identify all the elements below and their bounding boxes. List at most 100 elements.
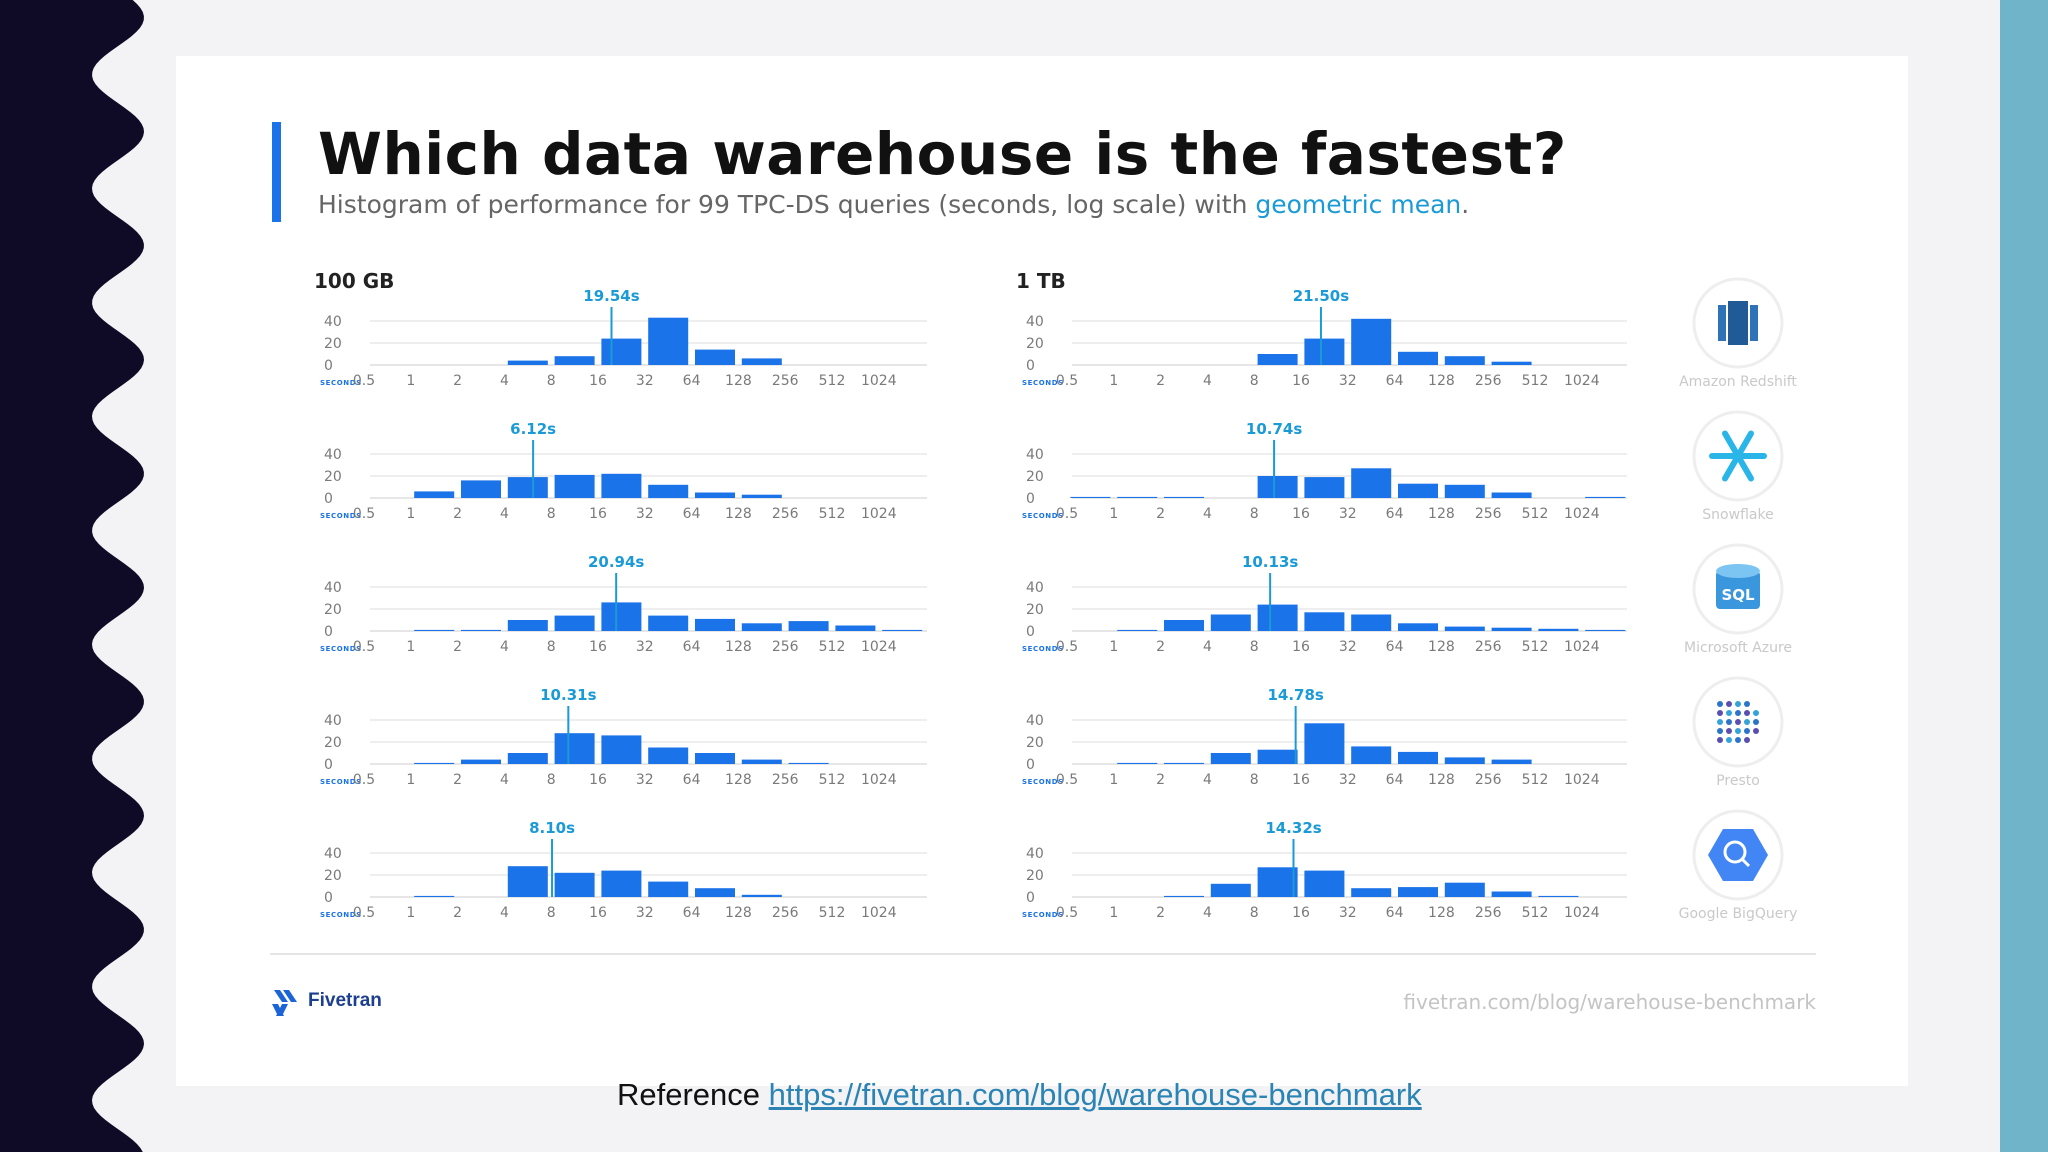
geometric-mean-label: 6.12s [510, 420, 556, 438]
x-tick-label: 64 [683, 772, 701, 788]
y-tick-label: 0 [324, 358, 333, 374]
y-tick-label: 20 [324, 735, 342, 751]
x-tick-label: 2 [453, 905, 462, 921]
x-tick-label: 4 [1203, 905, 1212, 921]
x-tick-label: 4 [500, 639, 509, 655]
y-tick-label: 20 [1026, 602, 1044, 618]
x-tick-label: 512 [819, 905, 846, 921]
x-tick-label: 8 [1250, 905, 1259, 921]
geometric-mean-label: 10.31s [540, 686, 596, 704]
y-tick-label: 0 [1026, 890, 1035, 906]
x-tick-label: 64 [683, 373, 701, 389]
presto-icon [1735, 728, 1741, 734]
x-tick-label: 8 [547, 772, 556, 788]
histogram-bar [1117, 496, 1158, 498]
x-tick-label: 1024 [861, 905, 897, 921]
histogram-bar [1398, 751, 1438, 764]
reference-link[interactable]: https://fivetran.com/blog/warehouse-benc… [768, 1077, 1422, 1112]
x-tick-label: 512 [819, 639, 846, 655]
x-tick-label: 128 [1428, 506, 1455, 522]
geometric-mean-label: 14.78s [1267, 686, 1323, 704]
histogram-bar [554, 615, 595, 631]
histogram-bar [741, 623, 782, 631]
x-tick-label: 512 [819, 772, 846, 788]
presto-icon [1726, 737, 1732, 743]
x-tick-label: 16 [589, 639, 607, 655]
x-tick-label: 1 [406, 772, 415, 788]
x-tick-label: 128 [725, 506, 752, 522]
footer-url: fivetran.com/blog/warehouse-benchmark [1403, 990, 1816, 1014]
x-tick-label: 64 [683, 506, 701, 522]
x-tick-label: 32 [636, 905, 654, 921]
x-tick-label: 8 [1250, 639, 1259, 655]
x-tick-label: 256 [772, 772, 799, 788]
x-tick-label: 256 [1475, 905, 1502, 921]
y-tick-label: 0 [324, 491, 333, 507]
histogram-bar [788, 762, 829, 764]
presto-icon [1735, 710, 1741, 716]
x-tick-label: 8 [547, 639, 556, 655]
redshift-icon [1750, 305, 1758, 341]
x-tick-label: 0.5 [353, 772, 375, 788]
x-tick-label: 16 [1292, 905, 1310, 921]
histogram-bar [1351, 746, 1392, 764]
x-tick-label: 32 [1339, 772, 1357, 788]
y-tick-label: 40 [324, 713, 342, 729]
histogram-bar [554, 733, 595, 764]
x-tick-label: 1 [1109, 772, 1118, 788]
right-accent-bar [2000, 0, 2048, 1152]
histogram-bar [1444, 484, 1485, 498]
x-tick-label: 2 [1156, 772, 1165, 788]
x-tick-label: 16 [1292, 772, 1310, 788]
histogram-bar [1444, 757, 1485, 764]
histogram-bar [507, 360, 548, 365]
presto-icon [1717, 728, 1723, 734]
x-tick-label: 4 [500, 506, 509, 522]
x-tick-label: 1024 [1564, 373, 1600, 389]
vendor-name: Amazon Redshift [1679, 374, 1797, 390]
histogram-bar [414, 895, 455, 897]
x-tick-label: 16 [1292, 506, 1310, 522]
x-tick-label: 16 [1292, 639, 1310, 655]
y-tick-label: 20 [1026, 735, 1044, 751]
y-tick-label: 0 [324, 757, 333, 773]
x-tick-label: 2 [453, 772, 462, 788]
geometric-mean-label: 21.50s [1293, 287, 1349, 305]
y-tick-label: 40 [1026, 580, 1044, 596]
histogram-bar [648, 881, 689, 897]
histogram-bar [1398, 623, 1438, 631]
x-tick-label: 512 [1522, 905, 1549, 921]
histogram-bar [1351, 888, 1392, 897]
x-tick-label: 128 [1428, 639, 1455, 655]
x-tick-label: 512 [1522, 639, 1549, 655]
histogram-bar [1117, 629, 1158, 631]
histogram-bar [741, 759, 782, 764]
histogram-bar [1351, 614, 1392, 631]
x-tick-label: 4 [500, 373, 509, 389]
x-tick-label: 1024 [861, 772, 897, 788]
x-tick-label: 64 [1386, 639, 1404, 655]
x-tick-label: 1 [406, 373, 415, 389]
presto-icon [1744, 719, 1750, 725]
histogram-bar [648, 615, 689, 631]
presto-icon [1744, 728, 1750, 734]
x-tick-label: 0.5 [353, 373, 375, 389]
x-tick-label: 512 [1522, 506, 1549, 522]
bigquery-icon [1723, 840, 1747, 864]
x-tick-label: 1 [406, 905, 415, 921]
x-axis-unit-label: SECONDS [1022, 512, 1064, 520]
histogram-bar [1491, 361, 1532, 365]
histogram-bar [1164, 895, 1204, 897]
x-tick-label: 0.5 [353, 905, 375, 921]
subtitle-highlight: geometric mean [1255, 190, 1462, 219]
reference-line: Reference https://fivetran.com/blog/ware… [617, 1077, 1422, 1113]
snowflake-icon [1722, 430, 1741, 459]
x-tick-label: 8 [1250, 373, 1259, 389]
y-tick-label: 20 [324, 336, 342, 352]
vendor-name: Snowflake [1702, 507, 1773, 523]
x-tick-label: 256 [1475, 373, 1502, 389]
x-tick-label: 1 [1109, 373, 1118, 389]
x-tick-label: 8 [1250, 772, 1259, 788]
geometric-mean-label: 14.32s [1265, 819, 1321, 837]
histogram-bar [1444, 356, 1485, 365]
